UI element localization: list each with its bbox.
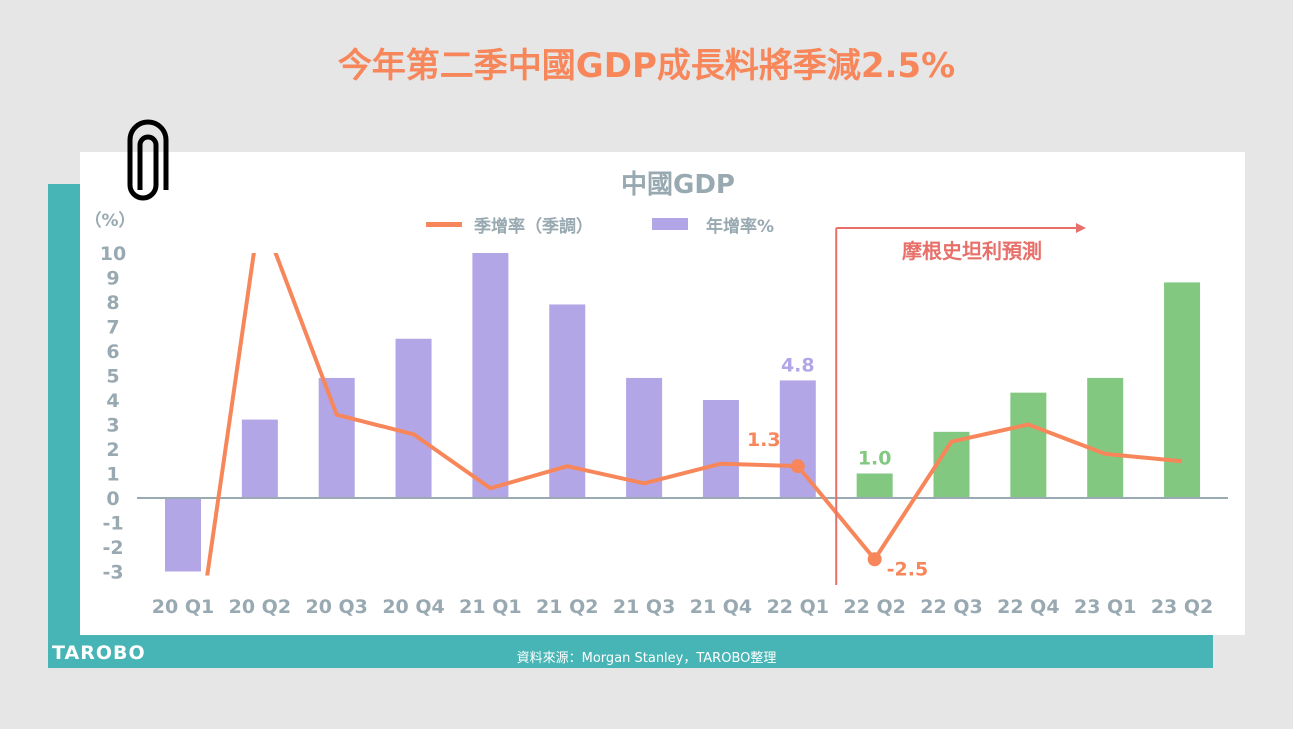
legend-line-swatch: [426, 222, 462, 227]
x-tick-label: 22 Q3: [920, 596, 982, 618]
y-axis-unit: （%）: [84, 210, 135, 231]
bar-21-Q1: [472, 253, 509, 498]
legend-bar-swatch: [652, 218, 688, 230]
x-tick-label: 22 Q2: [843, 596, 905, 618]
x-tick-label: 23 Q2: [1151, 596, 1213, 618]
tarobo-logo: TAROBO: [52, 642, 146, 664]
bar-21-Q3: [626, 377, 663, 498]
x-tick-label: 22 Q4: [997, 596, 1059, 618]
legend-label-yoy: 年增率%: [706, 216, 774, 237]
y-tick-label: 4: [106, 390, 119, 412]
y-tick-label: -2: [102, 537, 123, 559]
y-tick-label: 8: [106, 292, 119, 314]
y-tick-label: 6: [106, 341, 119, 363]
x-tick-label: 21 Q1: [459, 596, 521, 618]
bar-20-Q4: [395, 338, 432, 498]
x-tick-label: 20 Q3: [305, 596, 367, 618]
y-tick-label: 1: [106, 464, 119, 486]
source-note: 資料來源：Morgan Stanley，TAROBO整理: [516, 651, 777, 666]
line-marker: [867, 552, 882, 567]
x-tick-label: 21 Q4: [690, 596, 752, 618]
data-label: -2.5: [887, 558, 929, 580]
bar-23-Q2: [1164, 282, 1201, 498]
x-tick-label: 21 Q2: [536, 596, 598, 618]
forecast-label: 摩根史坦利預測: [902, 239, 1042, 263]
y-tick-label: 5: [106, 366, 119, 388]
bar-22-Q4: [1010, 392, 1047, 498]
x-tick-label: 20 Q1: [152, 596, 214, 618]
paperclip-icon: [127, 119, 169, 201]
bar-20-Q2: [241, 419, 278, 498]
qoq-line: [205, 253, 1183, 576]
x-tick-label: 23 Q1: [1074, 596, 1136, 618]
bar-21-Q4: [702, 400, 739, 498]
line-marker: [790, 459, 805, 474]
y-tick-label: -1: [102, 513, 123, 535]
y-tick-label: 7: [106, 317, 119, 339]
x-tick-label: 20 Q4: [382, 596, 444, 618]
y-tick-label: 9: [106, 268, 119, 290]
y-tick-label: 2: [106, 439, 119, 461]
y-tick-label: -3: [102, 562, 123, 584]
y-tick-label: 10: [100, 243, 126, 265]
x-tick-label: 22 Q1: [767, 596, 829, 618]
data-label: 1.0: [858, 448, 892, 470]
y-tick-label: 3: [106, 415, 119, 437]
chart-panel: [80, 152, 1245, 635]
arrow-head-icon: [1076, 223, 1086, 233]
data-label: 1.3: [747, 429, 781, 451]
data-label: 4.8: [781, 354, 815, 376]
y-tick-label: 0: [106, 488, 119, 510]
chart-title: 中國GDP: [621, 170, 735, 200]
bar-20-Q1: [165, 498, 201, 572]
legend-label-qoq: 季增率（季調）: [474, 216, 593, 237]
bar-22-Q2: [856, 473, 893, 498]
page-title: 今年第二季中國GDP成長料將季減2.5%: [337, 46, 956, 86]
bar-20-Q3: [318, 377, 355, 498]
legend: 季增率（季調） 年增率%: [426, 216, 774, 237]
x-tick-label: 21 Q3: [613, 596, 675, 618]
bar-23-Q1: [1087, 377, 1124, 498]
x-tick-label: 20 Q2: [229, 596, 291, 618]
